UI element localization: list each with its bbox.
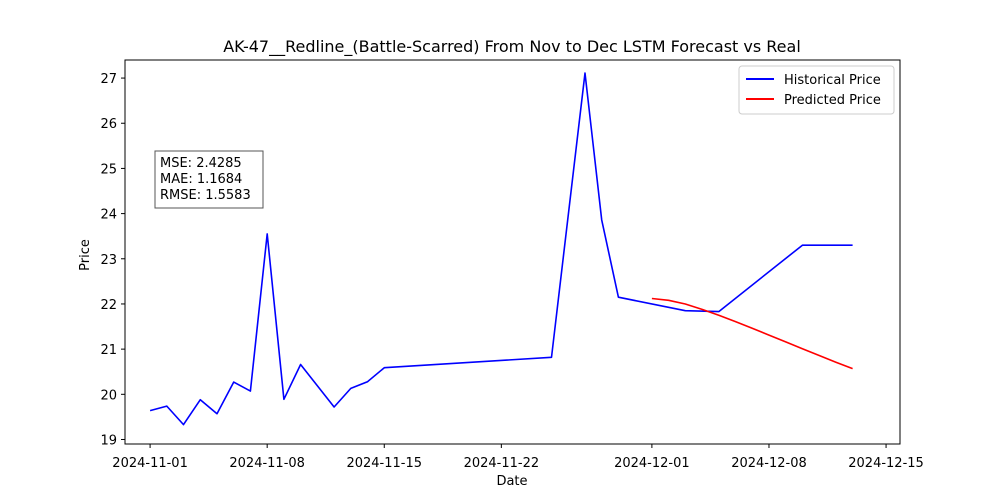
plot-frame — [124, 59, 901, 445]
x-tick-label: 2024-12-15 — [848, 456, 924, 471]
y-tick-label: 27 — [100, 72, 117, 87]
metric-line: MSE: 2.4285 — [160, 156, 242, 171]
x-tick-label: 2024-11-08 — [229, 456, 305, 471]
legend-predicted-label: Predicted Price — [784, 93, 881, 108]
y-tick-label: 19 — [100, 433, 117, 448]
series-layer — [149, 72, 853, 426]
y-axis-label: Price — [78, 239, 93, 271]
y-tick-label: 21 — [100, 343, 117, 358]
y-tick-label: 20 — [100, 388, 117, 403]
x-tick-label: 2024-12-01 — [614, 456, 690, 471]
y-tick-label: 24 — [100, 208, 117, 223]
y-tick-label: 23 — [100, 253, 117, 268]
x-axis-label: Date — [496, 474, 527, 489]
x-tick-label: 2024-11-22 — [464, 456, 540, 471]
predicted-price-line — [651, 297, 853, 370]
metrics-box — [154, 150, 264, 209]
legend: Historical Price Predicted Price — [738, 65, 895, 115]
legend-historical-label: Historical Price — [784, 73, 881, 88]
chart-title: AK-47__Redline_(Battle-Scarred) From Nov… — [223, 37, 801, 57]
metric-line: RMSE: 1.5583 — [160, 188, 251, 203]
axes-layer: 2024-11-01 2024-11-08 2024-11-15 2024-11-22… — [100, 59, 924, 471]
y-tick-label: 25 — [100, 162, 117, 177]
y-tick-label: 22 — [100, 298, 117, 313]
metric-line: MAE: 1.1684 — [160, 172, 242, 187]
y-tick-label: 26 — [100, 117, 117, 132]
x-tick-label: 2024-11-15 — [346, 456, 422, 471]
x-tick-label: 2024-12-08 — [731, 456, 807, 471]
historical-price-line — [149, 72, 853, 426]
x-tick-label: 2024-11-01 — [112, 456, 188, 471]
legend-box — [738, 65, 895, 115]
